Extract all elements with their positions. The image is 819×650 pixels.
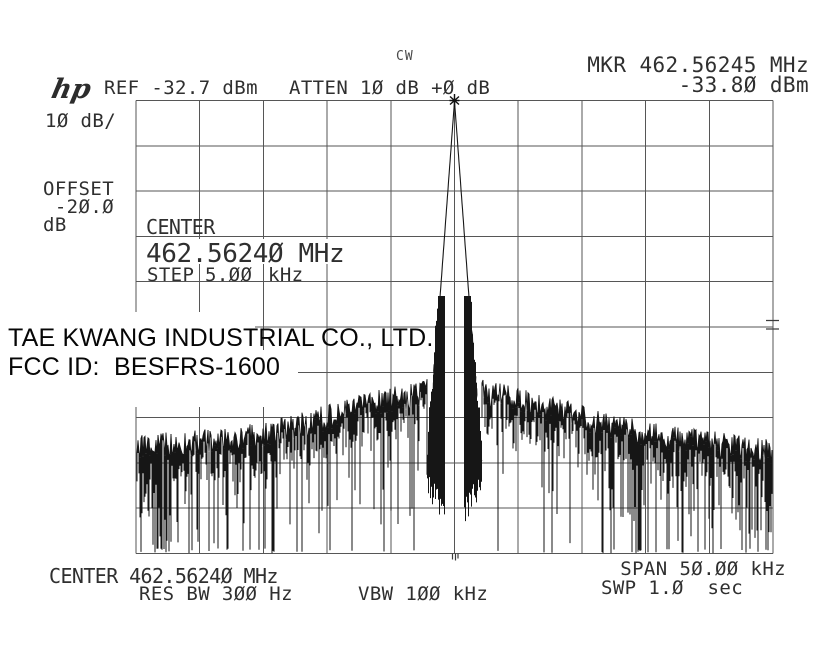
sweep-label: SWP 1.Ø sec [601,577,744,599]
axis-ticks [451,319,779,561]
step-annotation-word: STEP [147,264,195,286]
company-overlay-text: TAE KWANG INDUSTRIAL CO., LTD. [8,324,434,352]
fcc-id-overlay-text: FCC ID: BESFRS-1600 [8,353,281,381]
ref-level-label: REF -32.7 dBm [104,77,258,99]
center-annotation-value: 462.5624Ø MHz [146,239,345,269]
footer-center-label: CENTER 462.5624Ø MHz [49,564,278,588]
hp-logo: hp [48,74,94,105]
marker-amp-readout: -33.8Ø dBm [678,73,809,97]
cw-label: CW [396,49,414,64]
atten-label: ATTEN 1Ø dB +Ø dB [289,77,491,99]
vbw-label: VBW 1ØØ kHz [358,583,489,605]
span-label: SPAN 5Ø.ØØ kHz [620,558,786,580]
step-annotation-unit: kHz [268,264,304,286]
res-bw-label: RES BW 3ØØ Hz [139,583,293,605]
offset-label-line1: OFFSET [43,178,115,200]
offset-label-line2: -2Ø.Ø [43,196,115,218]
marker-star-icon [449,94,460,107]
marker-freq-readout: MKR 462.56245 MHz [587,53,809,77]
step-annotation-value: 5.ØØ [205,264,253,286]
center-annotation-word: CENTER [146,215,215,239]
annotation-white-masks [0,239,352,407]
offset-label-line3: dB [43,214,67,236]
spectrum-trace [136,95,773,554]
scale-label: 1Ø dB/ [45,110,117,132]
